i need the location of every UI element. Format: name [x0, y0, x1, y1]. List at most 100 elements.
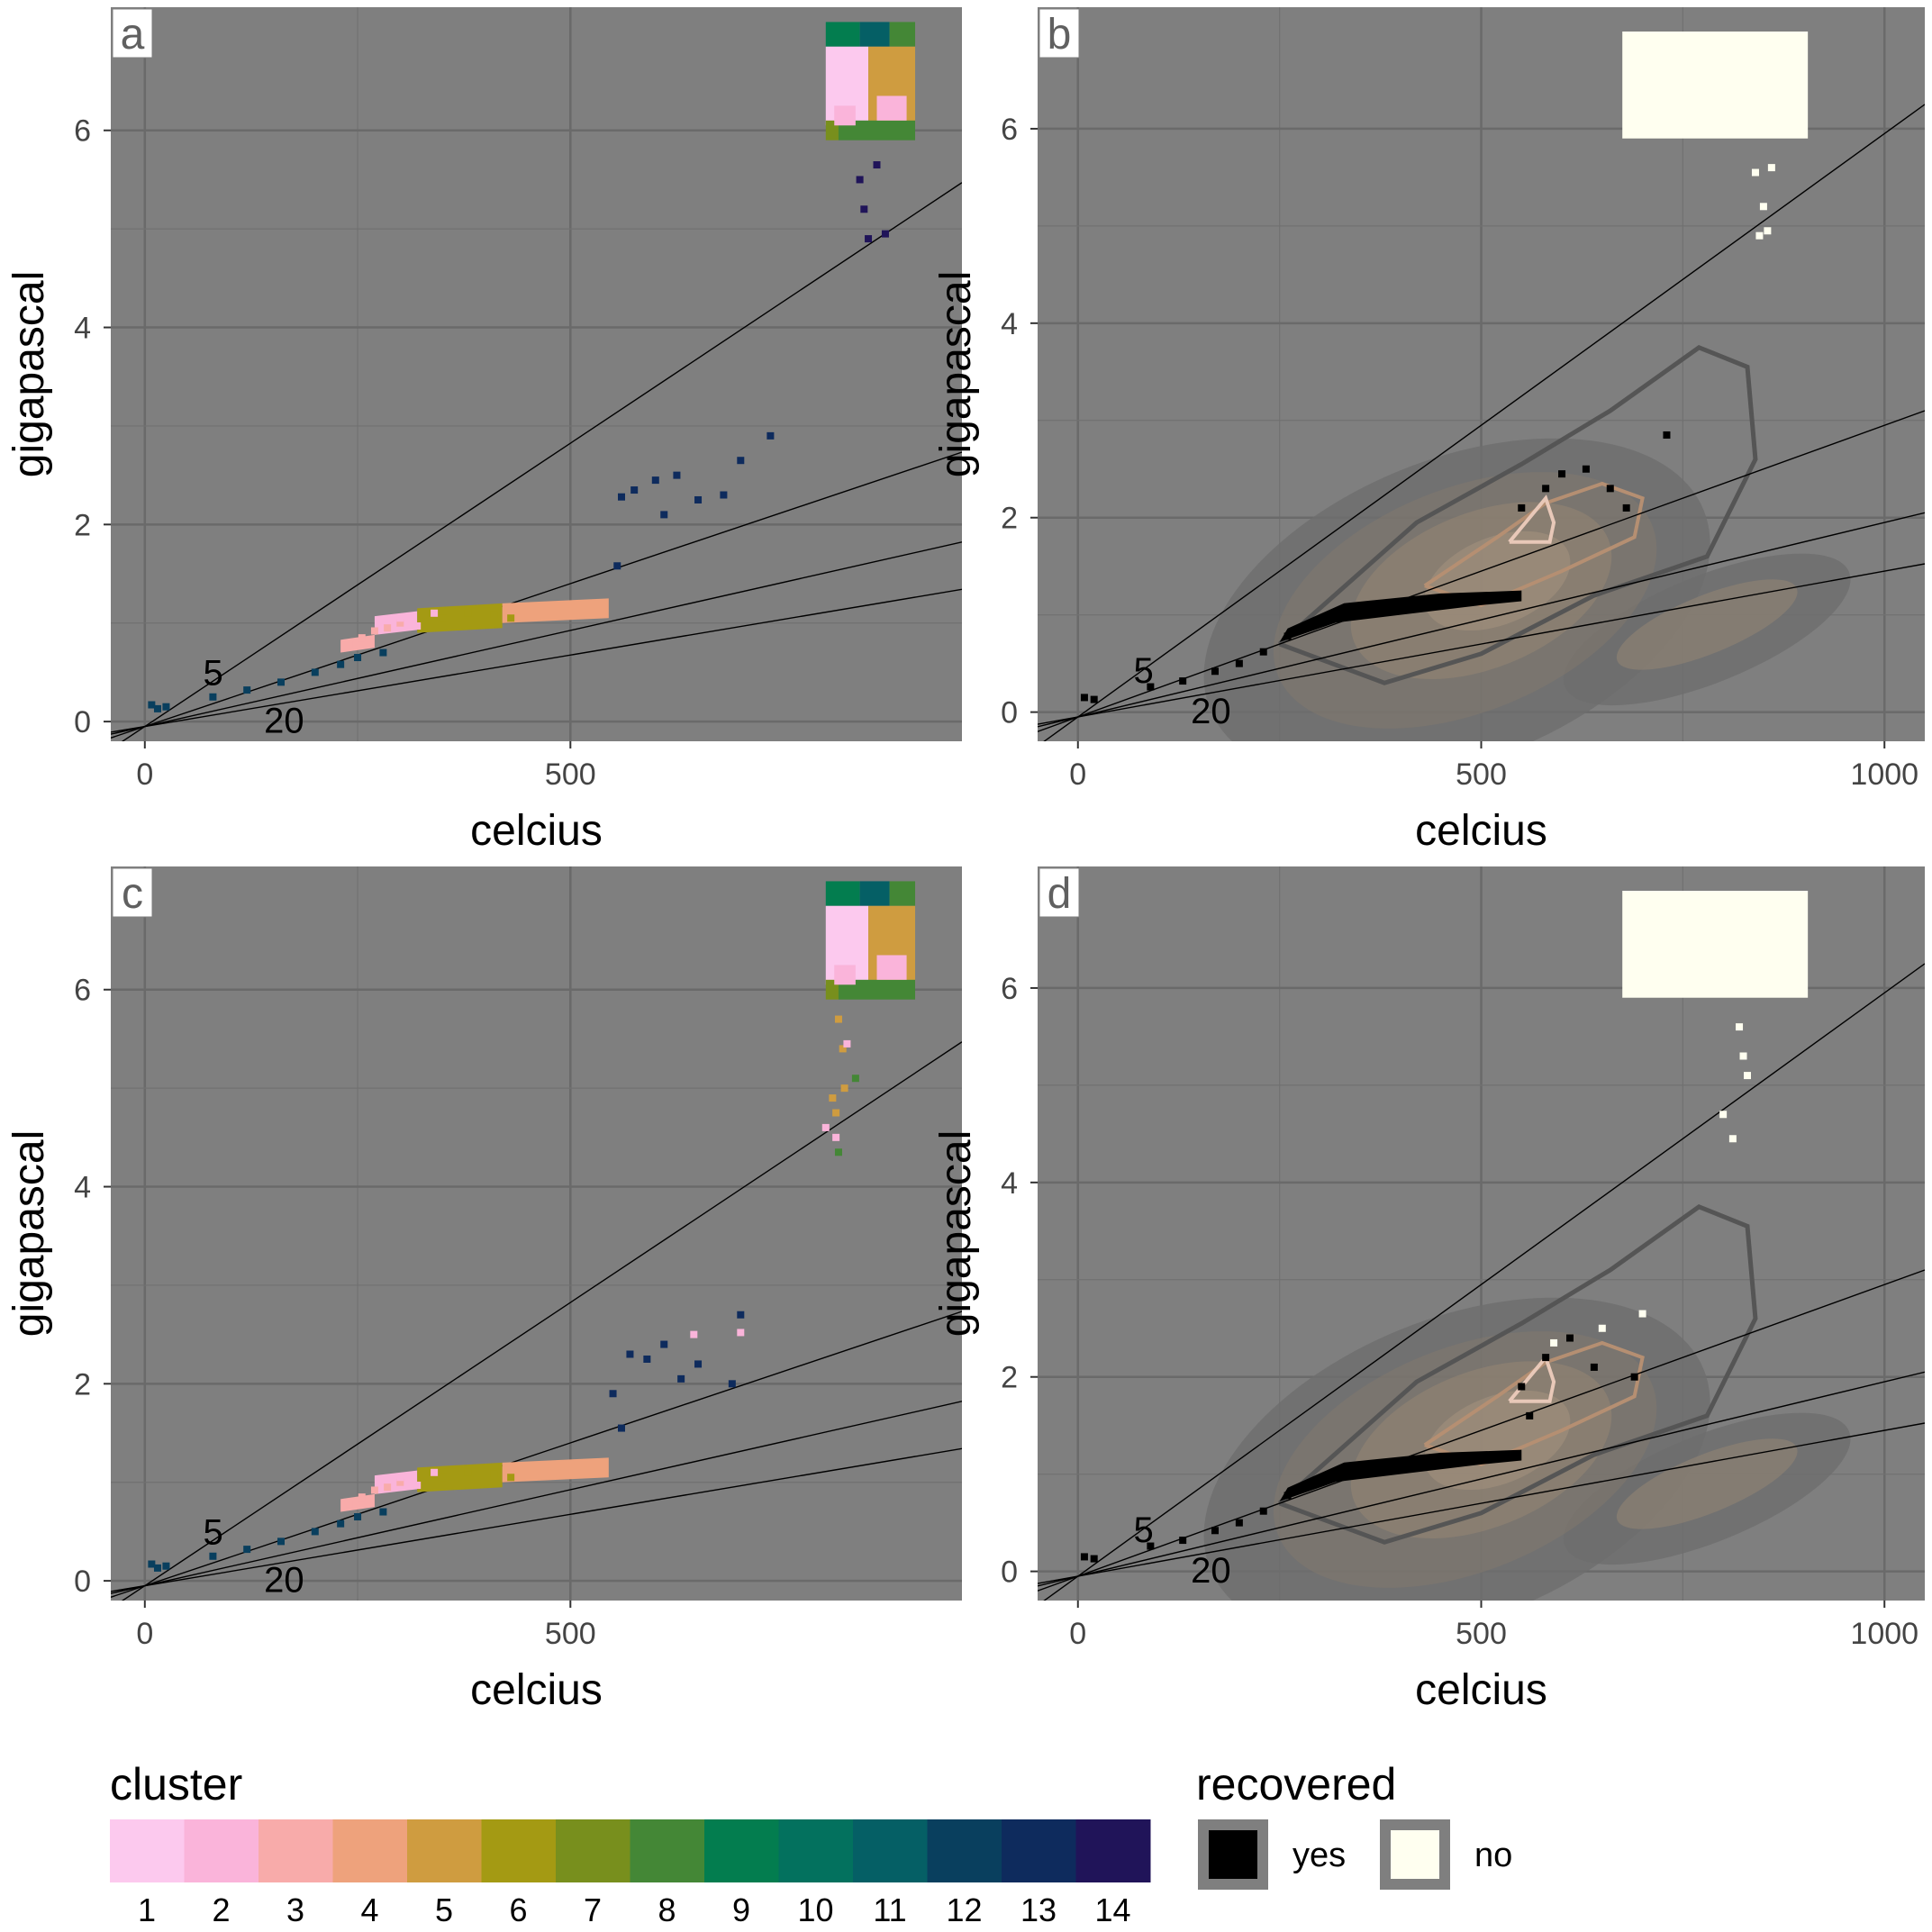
legend-recovered-label: yes	[1293, 1837, 1346, 1874]
data-point	[881, 230, 889, 238]
data-point	[1767, 164, 1775, 172]
legend-recovered: recovered yes no	[1196, 1759, 1512, 1890]
reference-lines	[111, 182, 962, 741]
legend-cluster-label: 11	[873, 1891, 906, 1928]
data-point	[1211, 667, 1219, 676]
data-points	[148, 881, 916, 1572]
data-point	[1090, 695, 1098, 703]
legend-cluster-swatch	[853, 1819, 928, 1882]
data-points	[1080, 890, 1809, 1563]
data-point	[1755, 231, 1764, 240]
data-point	[507, 614, 515, 622]
legend-cluster-swatch	[630, 1819, 705, 1882]
legend-cluster-label: 10	[797, 1891, 833, 1928]
legend-cluster-label: 4	[360, 1891, 378, 1928]
data-point	[1316, 619, 1324, 627]
data-point	[507, 1474, 515, 1482]
x-tick-label: 0	[136, 1617, 153, 1651]
data-point	[1739, 1052, 1747, 1060]
legend-cluster-swatch	[110, 1819, 185, 1882]
data-point	[396, 619, 404, 627]
data-point	[860, 205, 868, 213]
data-point	[243, 686, 251, 694]
reference-lines	[111, 1041, 962, 1601]
data-point	[839, 1045, 847, 1053]
core-contour	[1508, 1354, 1556, 1403]
data-point	[337, 1519, 345, 1528]
y-axis-title: gigapascal	[932, 1130, 980, 1338]
cluster-region	[876, 955, 907, 980]
data-point	[873, 161, 881, 169]
data-point	[1558, 470, 1566, 478]
data-point	[1283, 632, 1292, 640]
data-point	[1566, 1334, 1574, 1342]
data-point	[694, 1360, 703, 1368]
data-point	[384, 1483, 392, 1492]
data-point	[358, 1493, 366, 1501]
data-point	[1437, 1458, 1445, 1466]
data-point	[439, 1474, 447, 1482]
y-tick-label: 2	[74, 508, 91, 542]
x-tick-label: 500	[545, 1617, 596, 1651]
data-point	[1622, 503, 1630, 512]
data-point	[677, 1374, 685, 1383]
y-tick-label: 2	[1001, 502, 1018, 536]
data-point	[1719, 1111, 1728, 1119]
x-tick-label: 500	[1456, 757, 1507, 792]
data-point	[370, 1486, 378, 1494]
recovered-region-no	[1622, 31, 1809, 139]
y-tick-label: 4	[1001, 1166, 1018, 1201]
panel-c: 5 20 c 0 500 0 2 4 6 celcius gigapascal	[5, 866, 962, 1714]
cluster-region	[834, 105, 856, 126]
reference-line	[1038, 1371, 1925, 1587]
legend-cluster-swatch	[332, 1819, 408, 1882]
data-point	[1477, 1456, 1485, 1464]
data-point	[737, 457, 745, 465]
data-point	[592, 602, 600, 610]
legend-cluster-swatch	[184, 1819, 259, 1882]
data-point	[630, 486, 639, 494]
data-point	[643, 1355, 651, 1363]
data-point	[1510, 594, 1518, 602]
data-point	[337, 660, 345, 668]
data-point	[558, 1464, 566, 1472]
y-tick-label: 0	[74, 705, 91, 739]
x-axis-title: celcius	[470, 807, 603, 855]
legend-recovered-swatch	[1391, 1830, 1439, 1879]
data-point	[856, 176, 864, 184]
data-point	[843, 1039, 851, 1048]
data-point	[1080, 1553, 1088, 1561]
data-point	[720, 491, 728, 499]
data-point	[1526, 1411, 1534, 1420]
y-tick-label: 6	[74, 114, 91, 149]
data-point	[851, 1075, 859, 1083]
data-point	[829, 1094, 837, 1102]
cluster-region	[859, 22, 890, 47]
data-point	[1736, 1023, 1744, 1031]
legend-cluster-swatch	[1002, 1819, 1076, 1882]
outer-contour	[1277, 344, 1758, 685]
panel-label-box	[112, 867, 153, 918]
data-point	[1582, 465, 1590, 473]
data-point	[464, 609, 472, 617]
y-axis-title: gigapascal	[5, 271, 53, 478]
reference-line	[1038, 1422, 1925, 1584]
cluster-region	[889, 22, 916, 47]
cluster-region	[825, 120, 839, 141]
data-point	[737, 1311, 745, 1319]
legend-recovered-title: recovered	[1196, 1759, 1396, 1810]
data-point	[148, 701, 156, 709]
recovered-strip	[1279, 1449, 1522, 1501]
legend-cluster-swatch	[704, 1819, 779, 1882]
panel-b: 5 20 b 0 500 1000 0 2 4 6 celcius gigapascal	[932, 7, 1925, 855]
y-tick-label: 4	[74, 312, 91, 346]
data-point	[1179, 1537, 1187, 1545]
legend-cluster-swatch	[778, 1819, 854, 1882]
data-point	[209, 1552, 217, 1560]
reference-line	[1043, 104, 1925, 741]
legend-recovered-swatch	[1209, 1830, 1257, 1879]
reference-line	[111, 1447, 962, 1592]
y-tick-label: 4	[1001, 307, 1018, 341]
core-contour	[1508, 494, 1556, 544]
